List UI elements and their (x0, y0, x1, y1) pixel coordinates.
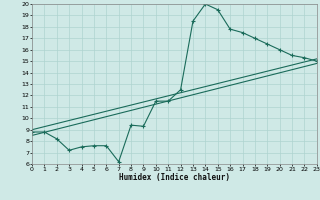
X-axis label: Humidex (Indice chaleur): Humidex (Indice chaleur) (119, 173, 230, 182)
